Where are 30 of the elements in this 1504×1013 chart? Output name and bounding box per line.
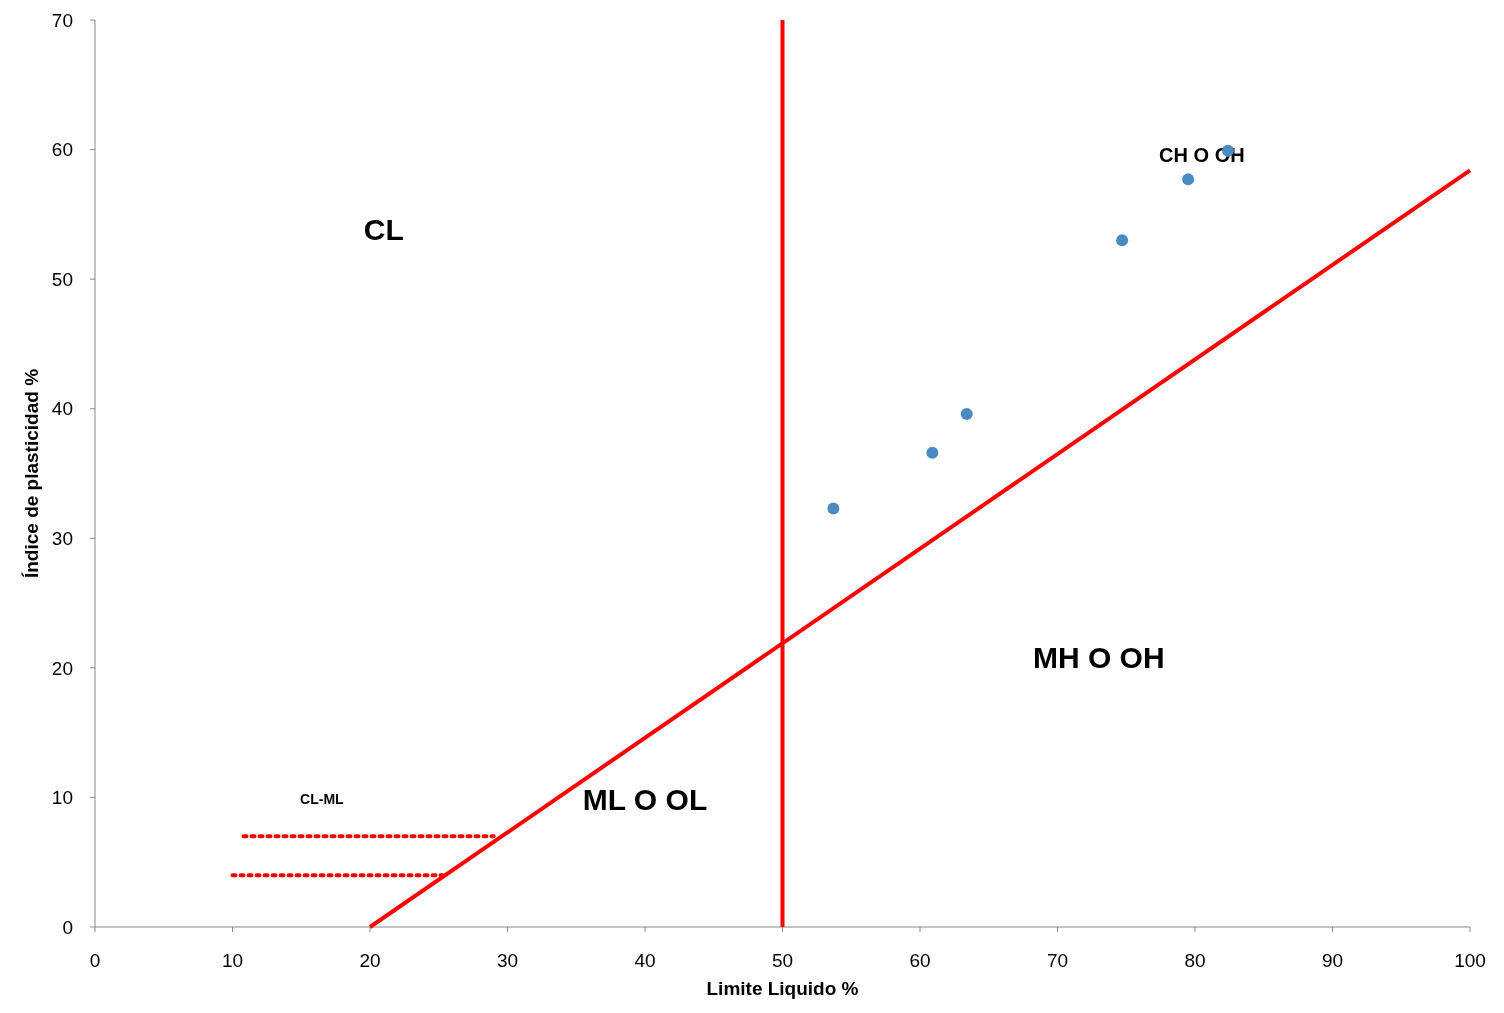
- y-tick-label: 0: [62, 916, 73, 938]
- annotation: MH O OH: [1032, 640, 1165, 674]
- point: [1182, 173, 1195, 186]
- y-tick-label: 20: [51, 657, 73, 679]
- annotation: CL-ML: [300, 790, 345, 807]
- y-tick-label: 60: [51, 139, 73, 161]
- y-tick-label: 10: [51, 787, 73, 809]
- annotation: ML O OL: [582, 783, 708, 816]
- point: [926, 446, 939, 459]
- x-tick-label: 30: [496, 950, 519, 971]
- y-tick-label: 70: [51, 9, 73, 31]
- x-tick-label: 40: [634, 950, 656, 971]
- y-tick-label: 40: [51, 398, 73, 420]
- x-tick-label: 50: [771, 950, 794, 971]
- x-axis-title: Limite Liquido %: [706, 978, 859, 999]
- x-tick-label: 90: [1321, 950, 1344, 971]
- x-tick-label: 100: [1454, 950, 1486, 971]
- point: [1116, 234, 1129, 247]
- y-axis-title: Índice de plasticidad %: [21, 368, 42, 579]
- annotation: CL: [363, 213, 404, 247]
- y-tick-label: 30: [51, 527, 73, 549]
- x-tick-label: 10: [221, 950, 244, 971]
- x-tick-label: 20: [359, 950, 381, 971]
- point: [827, 502, 840, 515]
- x-tick-label: 80: [1184, 950, 1206, 971]
- x-tick-label: 70: [1046, 950, 1069, 971]
- y-tick-label: 50: [51, 268, 73, 290]
- x-tick-label: 0: [89, 950, 101, 971]
- point: [960, 407, 973, 420]
- x-tick-label: 60: [909, 950, 931, 971]
